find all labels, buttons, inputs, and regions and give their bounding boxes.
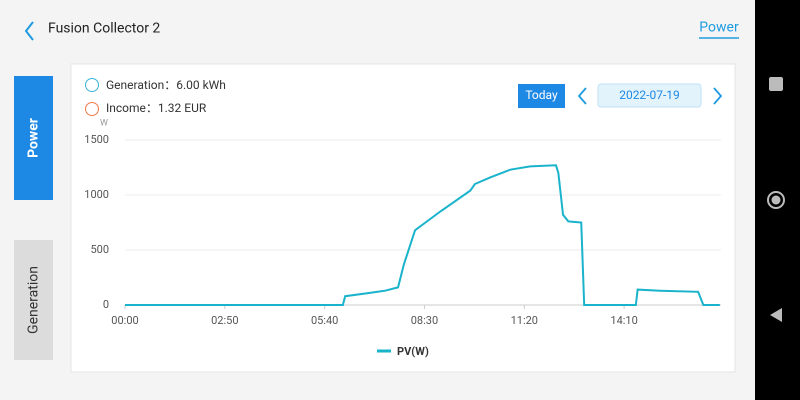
home[interactable] — [767, 191, 785, 209]
card — [70, 63, 736, 373]
home-dot — [771, 195, 781, 205]
y-unit: W — [100, 118, 108, 128]
legend-label: PV(W) — [397, 345, 429, 358]
header-tab[interactable]: Power — [699, 20, 739, 36]
y-tick-label: 1500 — [84, 133, 109, 146]
x-tick-label: 00:00 — [111, 314, 138, 327]
date-field[interactable] — [597, 83, 702, 108]
generation-icon — [85, 78, 99, 92]
x-tick-label: 11:20 — [511, 314, 538, 327]
today-button[interactable] — [518, 84, 565, 108]
date-label: 2022-07-19 — [619, 88, 680, 102]
x-tick-label: 14:10 — [610, 314, 637, 327]
side-tab-label: Power — [26, 118, 42, 158]
back-nav[interactable] — [770, 308, 782, 322]
prev-date[interactable] — [577, 87, 587, 105]
y-tick-label: 0 — [103, 298, 109, 311]
x-tick-label: 08:30 — [411, 314, 438, 327]
y-tick-label: 500 — [90, 243, 109, 256]
generation-text: Generation：6.00 kWh — [106, 78, 226, 92]
next-date[interactable] — [713, 87, 723, 105]
income-icon — [85, 102, 99, 116]
today-label: Today — [525, 88, 558, 102]
side-tab[interactable] — [14, 240, 53, 360]
x-tick-label: 05:40 — [311, 314, 338, 327]
y-tick-label: 1000 — [84, 188, 109, 201]
side-tab-label: Generation — [26, 266, 42, 334]
back-button[interactable] — [24, 21, 34, 41]
plot: W 0 500 1000 1500 00:00 02:50 05:40 08:30 11:20 14… — [84, 118, 721, 358]
income-text: Income：1.32 EUR — [106, 101, 207, 115]
header-title: Fusion Collector 2 — [48, 21, 160, 37]
series-line — [125, 164, 720, 306]
recent-apps[interactable] — [769, 77, 783, 91]
side-tab-active[interactable] — [14, 76, 53, 200]
x-tick-label: 02:50 — [211, 314, 238, 327]
